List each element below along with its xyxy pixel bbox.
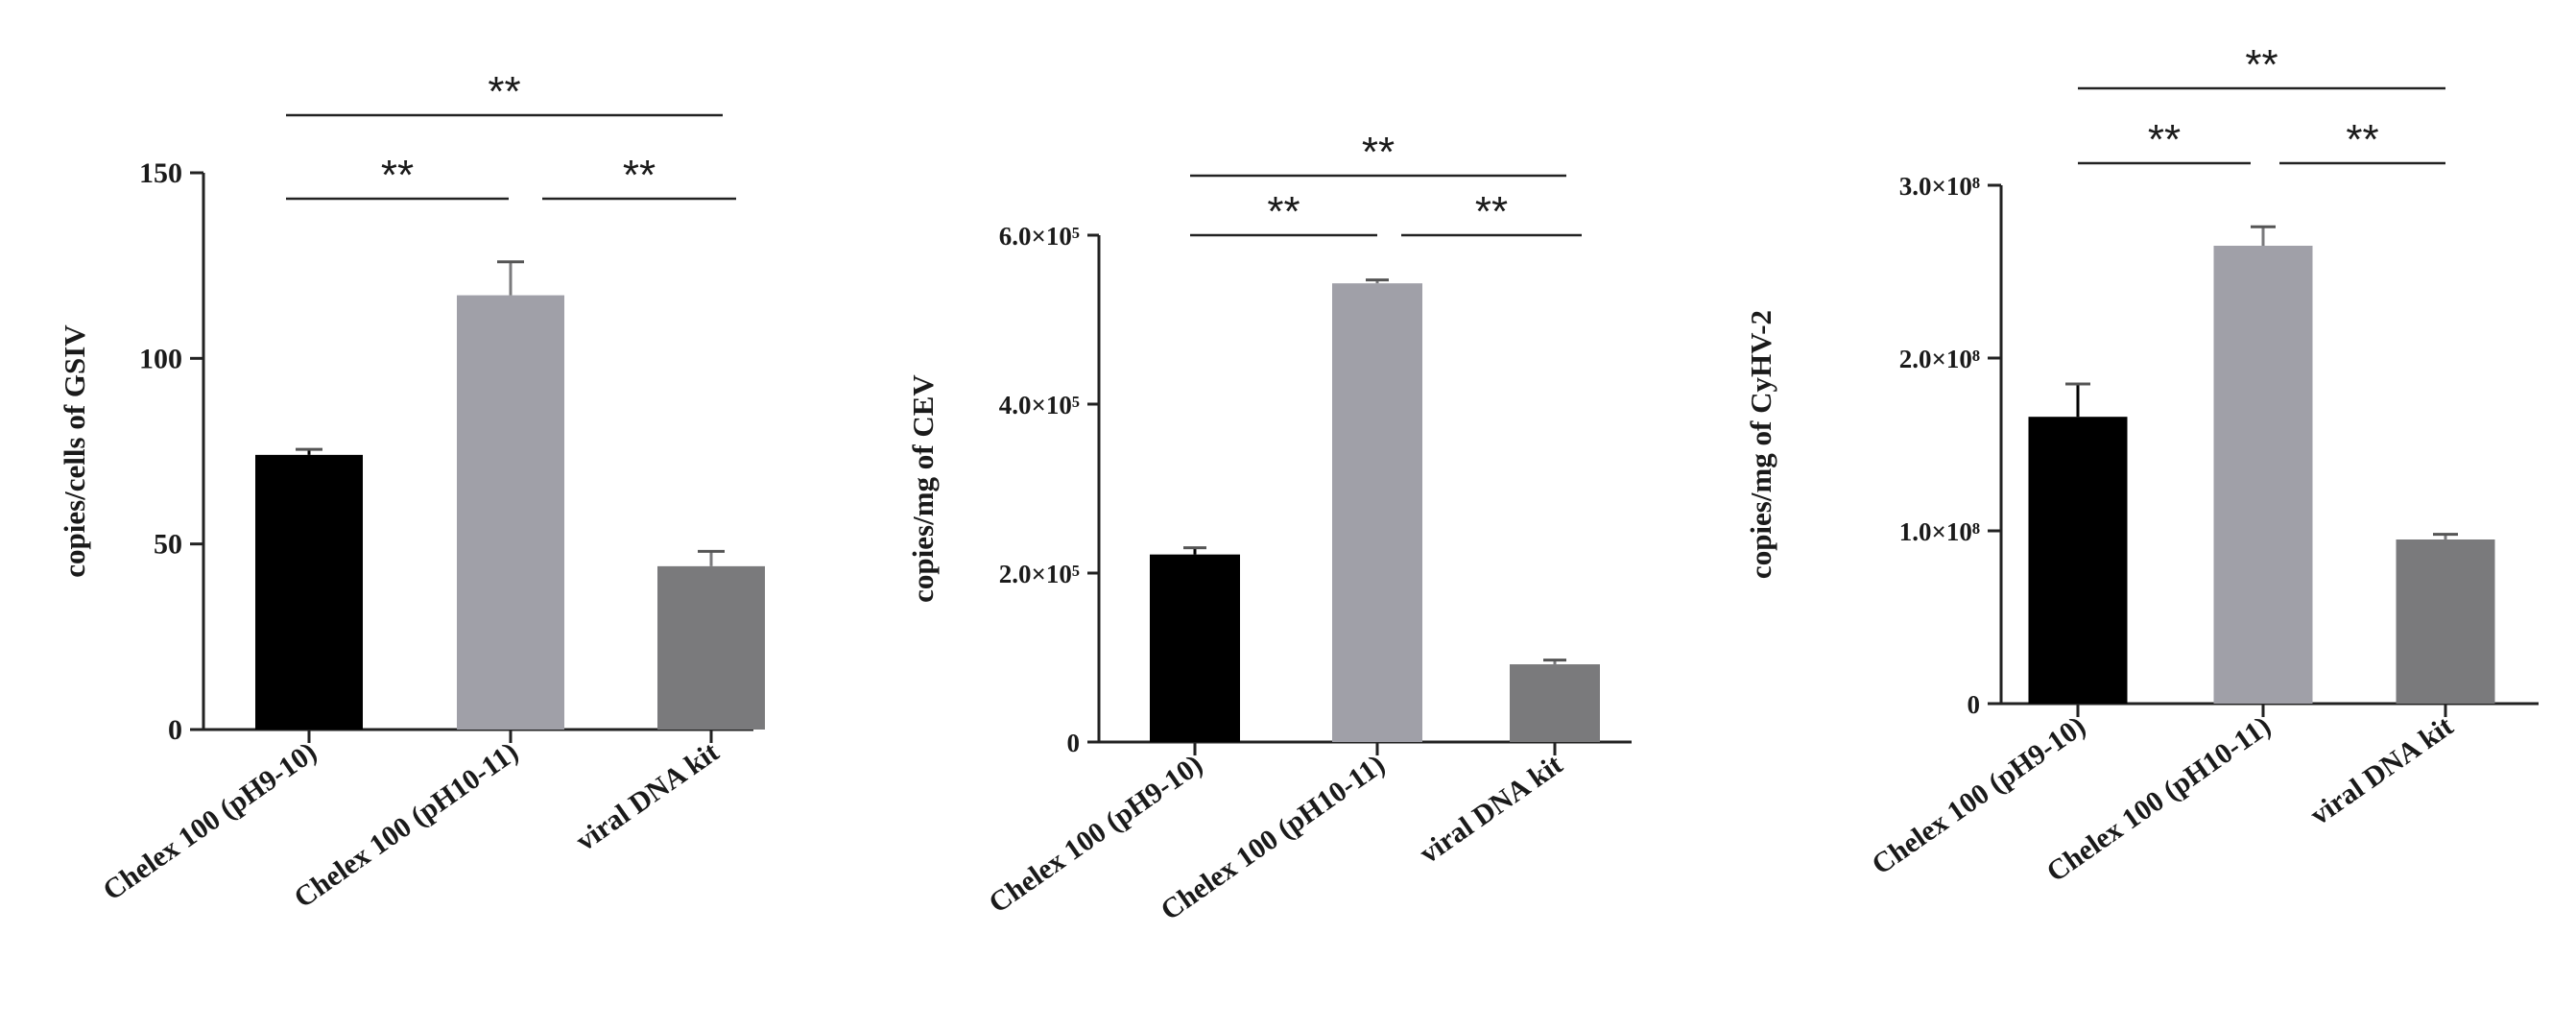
chart-panel-3: 0 1.0×10⁸ 2.0×10⁸ 3.0×10⁸ copies/mg of CyHV-…: [1744, 41, 2539, 888]
y-tick-label: 0: [1968, 690, 1981, 719]
y-tick-label: 6.0×10⁵: [999, 222, 1080, 251]
y-tick-label: 2.0×10⁸: [1899, 345, 1980, 373]
y-tick-label: 3.0×10⁸: [1899, 172, 1980, 201]
significance-label: **: [488, 68, 520, 115]
y-tick-label: 2.0×10⁵: [999, 560, 1080, 588]
bar-1: [2028, 417, 2128, 704]
y-tick-label: 0: [1067, 729, 1081, 757]
significance-label: **: [1267, 188, 1300, 235]
x-tick-label: viral DNA kit: [1414, 749, 1568, 870]
bar-2: [457, 295, 564, 730]
y-tick-label: 50: [154, 529, 182, 561]
bar-1: [255, 454, 363, 730]
x-tick-label: viral DNA kit: [570, 736, 725, 857]
bar-3: [2396, 539, 2495, 704]
significance-label: **: [2245, 41, 2278, 88]
y-tick-label: 150: [139, 157, 182, 189]
significance-label: **: [381, 152, 414, 199]
bar-2: [1332, 283, 1422, 742]
significance-label: **: [623, 152, 656, 199]
significance-label: **: [2148, 116, 2181, 163]
x-tick-label: Chelex 100 (pH9-10): [97, 736, 322, 907]
y-tick-label: 1.0×10⁸: [1899, 517, 1980, 546]
bar-2: [2213, 246, 2313, 704]
significance-label: **: [1362, 129, 1395, 176]
bar-3: [657, 565, 765, 730]
x-tick-label: Chelex 100 (pH10-11): [288, 736, 524, 915]
y-axis-title: copies/mg of CEV: [906, 374, 940, 603]
chart-panel-1: 0 50 100 150 copies/cells of GSIV Chelex 100 …: [58, 68, 765, 914]
significance-label: **: [1475, 188, 1508, 235]
bar-3: [1510, 664, 1600, 742]
y-tick-label: 0: [168, 714, 182, 746]
x-tick-label: viral DNA kit: [2304, 710, 2459, 831]
significance-label: **: [2346, 116, 2378, 163]
y-tick-label: 4.0×10⁵: [999, 391, 1080, 419]
bar-1: [1150, 554, 1240, 742]
y-tick-label: 100: [139, 343, 182, 374]
y-axis-title: copies/mg of CyHV-2: [1744, 310, 1777, 579]
y-axis-title: copies/cells of GSIV: [58, 324, 91, 578]
